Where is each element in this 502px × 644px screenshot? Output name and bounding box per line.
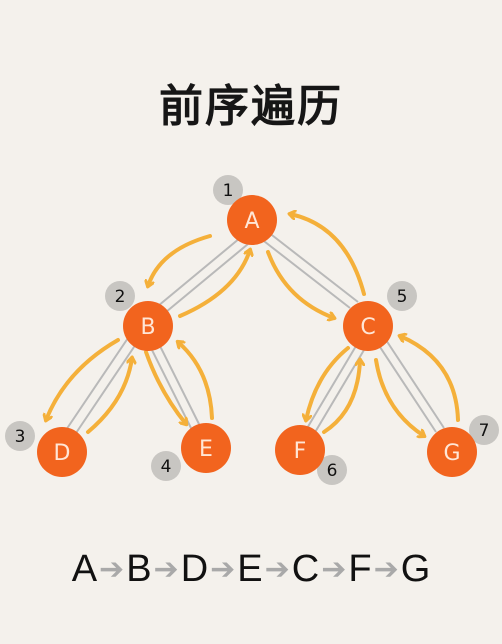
arrow-right-icon: ➔ <box>264 553 290 586</box>
traversal-arrow-g-to-c <box>400 336 460 422</box>
tree-node-b: B <box>123 301 173 351</box>
traversal-arrow-b-to-a <box>178 250 250 318</box>
traversal-arrow-f-to-c <box>322 360 360 434</box>
svg-text:D: D <box>54 441 71 466</box>
sequence-item: A <box>71 548 98 590</box>
svg-text:C: C <box>360 315 375 340</box>
traversal-arrow-c-to-g <box>374 358 424 436</box>
tree-node-f: F <box>275 425 325 475</box>
traversal-arrow-a-to-b <box>148 234 212 286</box>
edge-a-c <box>259 231 359 309</box>
arrow-right-icon: ➔ <box>153 553 179 586</box>
svg-text:6: 6 <box>327 461 338 481</box>
traversal-arrow-a-to-c <box>266 250 334 318</box>
svg-text:4: 4 <box>161 457 172 477</box>
arrow-right-icon: ➔ <box>99 553 125 586</box>
order-badge-a: 1 <box>213 175 243 205</box>
svg-text:F: F <box>294 439 307 464</box>
sequence-item: D <box>180 548 209 590</box>
tree-node-e: E <box>181 423 231 473</box>
traversal-arrow-d-to-b <box>86 358 132 434</box>
edge-a-b <box>157 237 249 313</box>
diagram-title: 前序遍历 <box>159 81 343 132</box>
svg-text:E: E <box>199 437 213 462</box>
tree-node-g: G <box>427 427 477 477</box>
order-badge-d: 3 <box>5 421 35 451</box>
order-badge-c: 5 <box>387 281 417 311</box>
svg-text:3: 3 <box>15 427 26 447</box>
svg-text:7: 7 <box>479 421 490 441</box>
svg-text:G: G <box>443 441 460 466</box>
edge-b-e <box>149 341 201 431</box>
edge-b-d <box>65 337 137 437</box>
sequence-item: E <box>237 548 263 590</box>
edge-c-g <box>377 339 445 433</box>
traversal-arrow-c-to-f <box>306 346 350 420</box>
svg-text:1: 1 <box>223 181 234 201</box>
order-badge-b: 2 <box>105 281 135 311</box>
tree-node-a: A <box>227 195 277 245</box>
order-badge-g: 7 <box>469 415 499 445</box>
order-badge-e: 4 <box>151 451 181 481</box>
traversal-arrow-b-to-e <box>144 350 186 424</box>
svg-text:B: B <box>140 315 155 340</box>
sequence-item: C <box>291 548 320 590</box>
arrow-right-icon: ➔ <box>373 553 399 586</box>
tree-node-c: C <box>343 301 393 351</box>
svg-text:A: A <box>244 209 259 234</box>
traversal-arrow-b-to-d <box>46 338 120 420</box>
order-badge-f: 6 <box>317 455 347 485</box>
tree-node-d: D <box>37 427 87 477</box>
arrow-right-icon: ➔ <box>321 553 347 586</box>
traversal-sequence: A ➔ B ➔ D ➔ E ➔ C ➔ F ➔ G <box>0 548 502 591</box>
sequence-item: B <box>126 548 152 590</box>
sequence-item: G <box>400 548 431 590</box>
svg-text:5: 5 <box>397 287 408 307</box>
sequence-item: F <box>348 548 372 590</box>
arrow-right-icon: ➔ <box>210 553 236 586</box>
svg-text:2: 2 <box>115 287 126 307</box>
traversal-arrow-c-to-a <box>290 214 366 296</box>
traversal-arrow-e-to-b <box>178 342 214 420</box>
